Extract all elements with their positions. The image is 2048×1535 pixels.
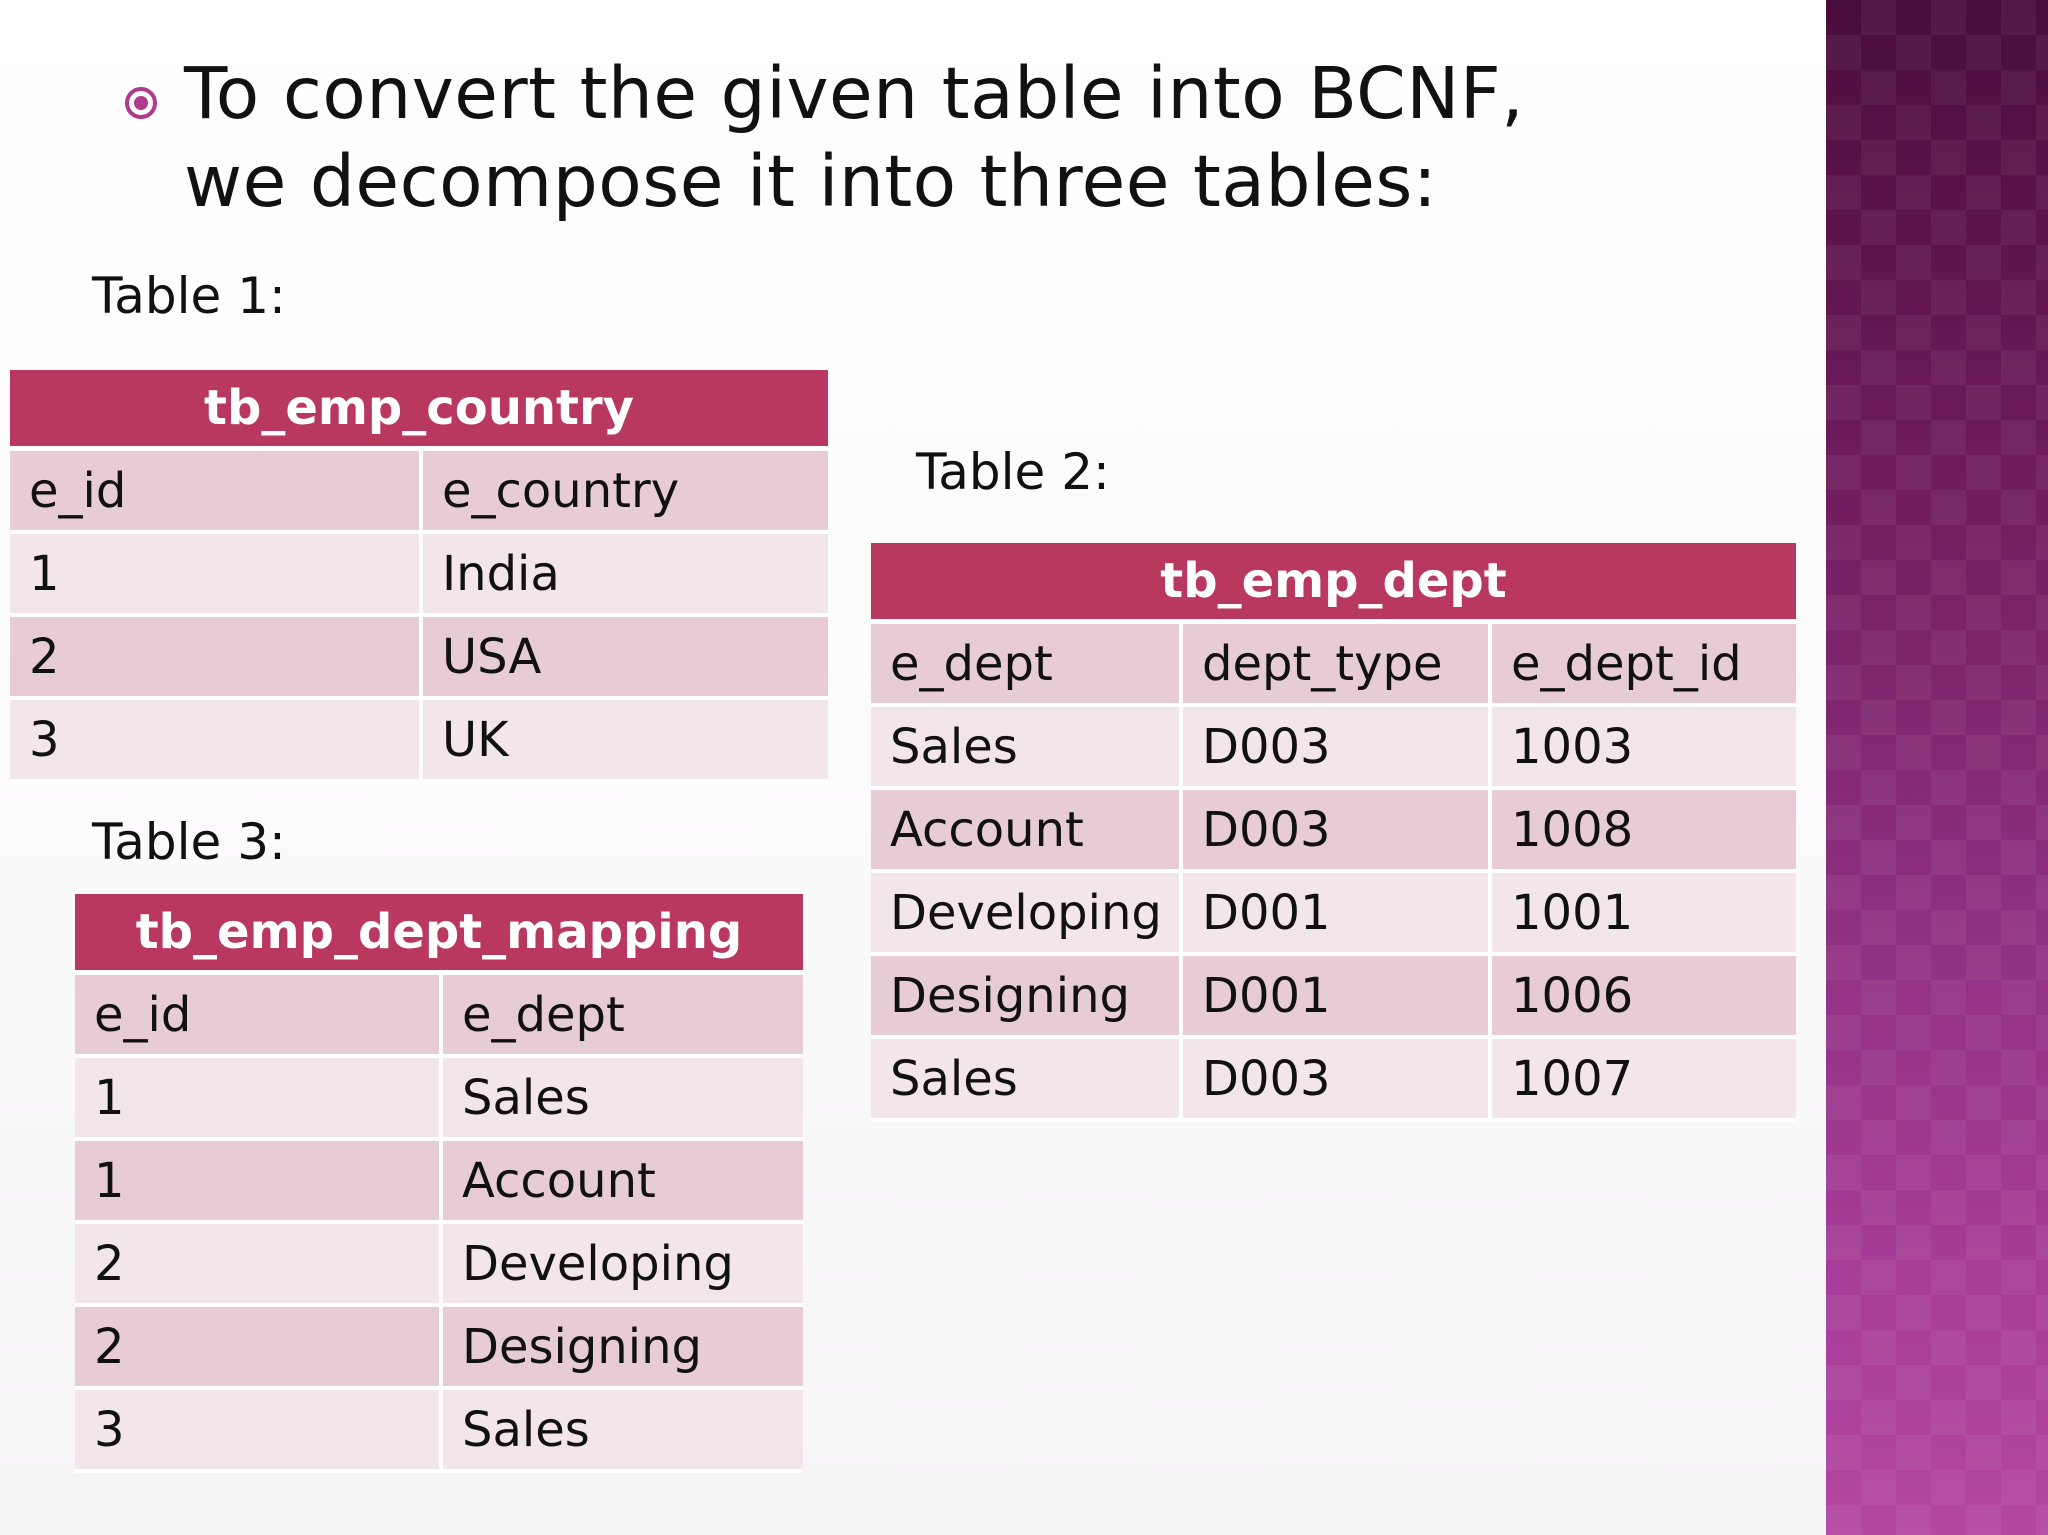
table-tb-emp-dept: tb_emp_dept e_dept dept_type e_dept_id S…: [871, 543, 1796, 1122]
table-cell: 1008: [1488, 790, 1796, 873]
table-cell: Sales: [439, 1390, 803, 1473]
column-header: e_dept: [439, 975, 803, 1058]
table-cell: Sales: [871, 707, 1179, 790]
table-cell: 1001: [1488, 873, 1796, 956]
table-row: 2 USA: [10, 617, 828, 700]
table-cell: 2: [75, 1307, 439, 1390]
table-cell: D003: [1179, 790, 1488, 873]
table-cell: Developing: [439, 1224, 803, 1307]
table-row: Sales D003 1007: [871, 1039, 1796, 1122]
table3-label: Table 3:: [92, 813, 286, 871]
table-tb-emp-country: tb_emp_country e_id e_country 1 India 2 …: [10, 370, 828, 783]
table-row: Designing D001 1006: [871, 956, 1796, 1039]
bullet-text: To convert the given table into BCNF, we…: [184, 52, 1525, 223]
table-cell: Designing: [439, 1307, 803, 1390]
side-panel-pattern: [1826, 0, 2048, 1535]
table-cell: Account: [439, 1141, 803, 1224]
table-cell: India: [419, 534, 828, 617]
table-cell: Sales: [871, 1039, 1179, 1122]
table2-label: Table 2:: [916, 443, 1110, 501]
table-row: 3 Sales: [75, 1390, 803, 1473]
table-cell: 3: [10, 700, 419, 783]
table-row: 1 Account: [75, 1141, 803, 1224]
table-row: Developing D001 1001: [871, 873, 1796, 956]
table-row: 1 India: [10, 534, 828, 617]
column-header: dept_type: [1179, 624, 1488, 707]
table-cell: D003: [1179, 707, 1488, 790]
table-header-row: e_id e_country: [10, 451, 828, 534]
table-cell: 3: [75, 1390, 439, 1473]
table-row: Account D003 1008: [871, 790, 1796, 873]
table-cell: D003: [1179, 1039, 1488, 1122]
decorative-side-panel: [1826, 0, 2048, 1535]
target-bullet-icon: [125, 87, 157, 119]
table-row: 1 Sales: [75, 1058, 803, 1141]
table-cell: USA: [419, 617, 828, 700]
table-row: 2 Designing: [75, 1307, 803, 1390]
table-tb-emp-dept-mapping: tb_emp_dept_mapping e_id e_dept 1 Sales …: [75, 894, 803, 1473]
table3-title: tb_emp_dept_mapping: [75, 894, 803, 975]
column-header: e_id: [75, 975, 439, 1058]
table-cell: Developing: [871, 873, 1179, 956]
table-header-row: e_dept dept_type e_dept_id: [871, 624, 1796, 707]
table-cell: Sales: [439, 1058, 803, 1141]
table1-title: tb_emp_country: [10, 370, 828, 451]
table-row: 3 UK: [10, 700, 828, 783]
table-cell: Designing: [871, 956, 1179, 1039]
column-header: e_country: [419, 451, 828, 534]
table-header-row: e_id e_dept: [75, 975, 803, 1058]
table-cell: D001: [1179, 956, 1488, 1039]
table-cell: 1: [75, 1058, 439, 1141]
table1-label: Table 1:: [92, 267, 286, 325]
table-cell: 2: [10, 617, 419, 700]
table2-title: tb_emp_dept: [871, 543, 1796, 624]
table-cell: 1003: [1488, 707, 1796, 790]
column-header: e_id: [10, 451, 419, 534]
table-row: Sales D003 1003: [871, 707, 1796, 790]
table-cell: 1: [75, 1141, 439, 1224]
table-cell: 1007: [1488, 1039, 1796, 1122]
table-row: 2 Developing: [75, 1224, 803, 1307]
column-header: e_dept_id: [1488, 624, 1796, 707]
table-cell: 1006: [1488, 956, 1796, 1039]
column-header: e_dept: [871, 624, 1179, 707]
table-cell: Account: [871, 790, 1179, 873]
table-cell: 2: [75, 1224, 439, 1307]
table-cell: 1: [10, 534, 419, 617]
table-cell: D001: [1179, 873, 1488, 956]
table-cell: UK: [419, 700, 828, 783]
